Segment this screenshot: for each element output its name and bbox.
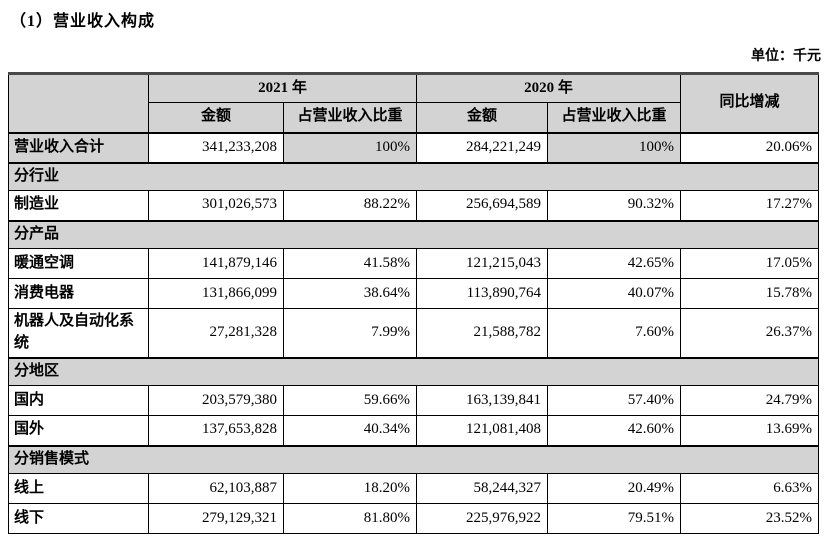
amount-2021: 137,653,828 xyxy=(149,416,284,446)
share-2021: 18.20% xyxy=(284,474,417,504)
amount-2020: 121,081,408 xyxy=(417,416,548,446)
row-label: 机器人及自动化系统 xyxy=(9,309,149,358)
share-2020: 79.51% xyxy=(548,504,681,534)
yoy-change: 13.69% xyxy=(681,416,819,446)
col-header-year-2020: 2020 年 xyxy=(417,74,681,103)
row-label: 国内 xyxy=(9,386,149,416)
row-label: 制造业 xyxy=(9,191,149,221)
table-header-row-years: 2021 年 2020 年 同比增减 xyxy=(9,74,819,103)
share-2020: 7.60% xyxy=(548,309,681,358)
table-row: 线下279,129,32181.80%225,976,92279.51%23.5… xyxy=(9,504,819,534)
unit-label: 单位：千元 xyxy=(0,45,821,65)
row-label: 营业收入合计 xyxy=(9,133,149,163)
row-label: 线下 xyxy=(9,504,149,534)
share-2020: 100% xyxy=(548,133,681,163)
yoy-change: 15.78% xyxy=(681,279,819,309)
table-row: 线上62,103,88718.20%58,244,32720.49%6.63% xyxy=(9,474,819,504)
col-header-amount-2020: 金额 xyxy=(417,103,548,133)
col-header-share-2020: 占营业收入比重 xyxy=(548,103,681,133)
col-header-amount-2021: 金额 xyxy=(149,103,284,133)
table-row: 营业收入合计341,233,208100%284,221,249100%20.0… xyxy=(9,133,819,163)
table-row: 暖通空调141,879,14641.58%121,215,04342.65%17… xyxy=(9,249,819,279)
amount-2020: 21,588,782 xyxy=(417,309,548,358)
yoy-change: 6.63% xyxy=(681,474,819,504)
yoy-change: 26.37% xyxy=(681,309,819,358)
amount-2021: 141,879,146 xyxy=(149,249,284,279)
yoy-change: 20.06% xyxy=(681,133,819,163)
share-2020: 40.07% xyxy=(548,279,681,309)
amount-2020: 113,890,764 xyxy=(417,279,548,309)
table-row: 消费电器131,866,09938.64%113,890,76440.07%15… xyxy=(9,279,819,309)
share-2021: 100% xyxy=(284,133,417,163)
amount-2020: 121,215,043 xyxy=(417,249,548,279)
yoy-change: 17.27% xyxy=(681,191,819,221)
yoy-change: 17.05% xyxy=(681,249,819,279)
revenue-composition-table: 2021 年 2020 年 同比增减 金额 占营业收入比重 金额 占营业收入比重… xyxy=(8,72,819,534)
section-row: 分销售模式 xyxy=(9,446,819,474)
share-2021: 38.64% xyxy=(284,279,417,309)
share-2020: 90.32% xyxy=(548,191,681,221)
share-2020: 42.60% xyxy=(548,416,681,446)
corner-cell xyxy=(9,74,149,133)
amount-2021: 131,866,099 xyxy=(149,279,284,309)
share-2021: 59.66% xyxy=(284,386,417,416)
share-2021: 41.58% xyxy=(284,249,417,279)
share-2020: 42.65% xyxy=(548,249,681,279)
amount-2021: 62,103,887 xyxy=(149,474,284,504)
table-row: 制造业301,026,57388.22%256,694,58990.32%17.… xyxy=(9,191,819,221)
table-row: 国外137,653,82840.34%121,081,40842.60%13.6… xyxy=(9,416,819,446)
section-row: 分行业 xyxy=(9,163,819,191)
share-2020: 20.49% xyxy=(548,474,681,504)
amount-2021: 341,233,208 xyxy=(149,133,284,163)
amount-2020: 58,244,327 xyxy=(417,474,548,504)
share-2020: 57.40% xyxy=(548,386,681,416)
yoy-change: 24.79% xyxy=(681,386,819,416)
row-label: 暖通空调 xyxy=(9,249,149,279)
amount-2021: 203,579,380 xyxy=(149,386,284,416)
share-2021: 81.80% xyxy=(284,504,417,534)
amount-2020: 256,694,589 xyxy=(417,191,548,221)
row-label: 线上 xyxy=(9,474,149,504)
yoy-change: 23.52% xyxy=(681,504,819,534)
row-label: 消费电器 xyxy=(9,279,149,309)
amount-2021: 27,281,328 xyxy=(149,309,284,358)
col-header-share-2021: 占营业收入比重 xyxy=(284,103,417,133)
section-label: 分地区 xyxy=(9,358,819,386)
share-2021: 40.34% xyxy=(284,416,417,446)
section-row: 分地区 xyxy=(9,358,819,386)
share-2021: 88.22% xyxy=(284,191,417,221)
section-row: 分产品 xyxy=(9,221,819,249)
amount-2020: 163,139,841 xyxy=(417,386,548,416)
col-header-yoy: 同比增减 xyxy=(681,74,819,133)
table-row: 国内203,579,38059.66%163,139,84157.40%24.7… xyxy=(9,386,819,416)
page-title: （1）营业收入构成 xyxy=(10,7,831,31)
section-label: 分行业 xyxy=(9,163,819,191)
table-row: 机器人及自动化系统27,281,3287.99%21,588,7827.60%2… xyxy=(9,309,819,358)
table-body: 营业收入合计341,233,208100%284,221,249100%20.0… xyxy=(9,133,819,534)
amount-2021: 301,026,573 xyxy=(149,191,284,221)
amount-2020: 284,221,249 xyxy=(417,133,548,163)
amount-2020: 225,976,922 xyxy=(417,504,548,534)
col-header-year-2021: 2021 年 xyxy=(149,74,417,103)
share-2021: 7.99% xyxy=(284,309,417,358)
section-label: 分产品 xyxy=(9,221,819,249)
section-label: 分销售模式 xyxy=(9,446,819,474)
row-label: 国外 xyxy=(9,416,149,446)
amount-2021: 279,129,321 xyxy=(149,504,284,534)
